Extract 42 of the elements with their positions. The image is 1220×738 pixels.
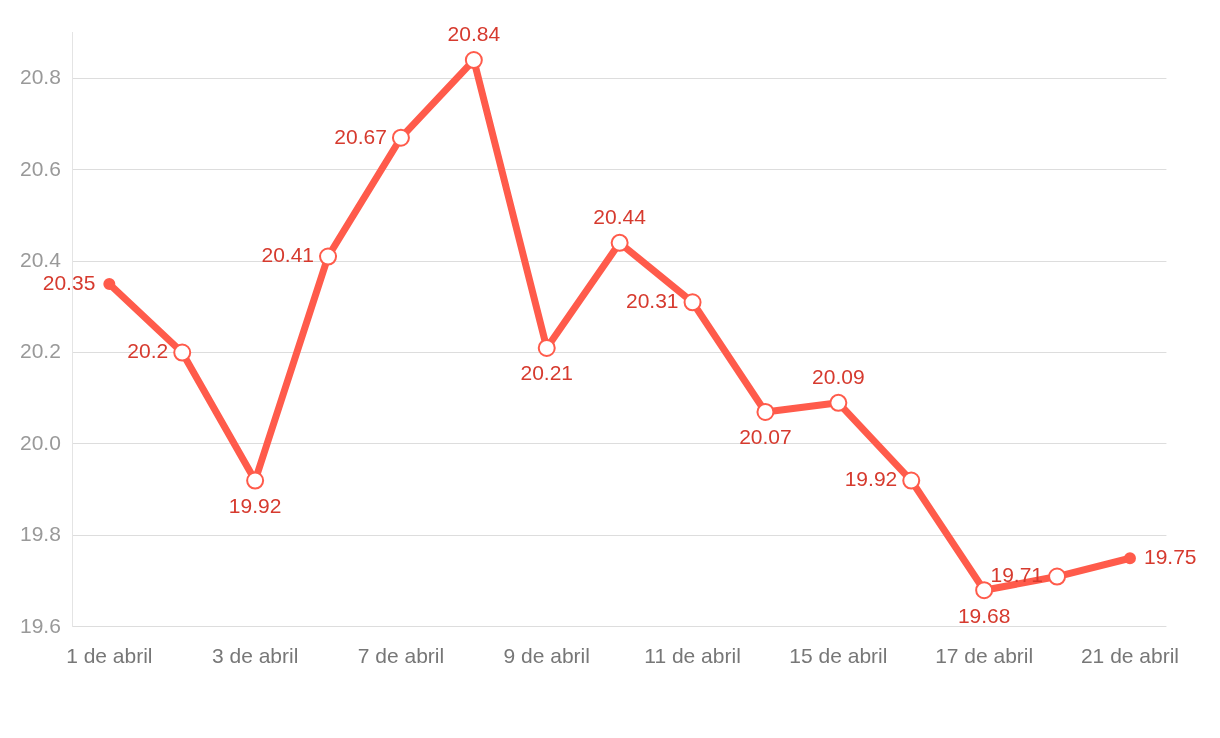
x-tick-label: 3 de abril — [211, 644, 299, 668]
data-label: 20.31 — [625, 289, 679, 313]
y-tick-label: 20.8 — [20, 65, 61, 89]
data-label: 19.92 — [228, 493, 282, 517]
x-tick-label: 17 de abril — [935, 644, 1034, 668]
point — [537, 338, 556, 357]
point — [902, 471, 921, 490]
data-label: 20.67 — [334, 124, 387, 148]
x-tick-label: 21 de abril — [1080, 644, 1179, 668]
y-tick-label: 20.0 — [20, 430, 61, 454]
point — [756, 402, 775, 421]
y-tick-label: 20.6 — [20, 156, 61, 180]
point — [683, 293, 702, 312]
y-tick-label: 20.2 — [20, 339, 61, 363]
point — [1048, 567, 1067, 586]
point — [246, 471, 265, 490]
data-label: 19.92 — [844, 467, 898, 491]
x-tick-label: 15 de abril — [789, 644, 888, 668]
data-label: 20.2 — [127, 339, 169, 363]
x-tick-label: 9 de abril — [503, 644, 590, 668]
x-tick-label: 11 de abril — [644, 644, 741, 668]
point — [173, 343, 192, 362]
data-label: 20.41 — [261, 243, 315, 267]
data-label: 20.44 — [593, 205, 647, 229]
y-tick-label: 19.6 — [20, 613, 61, 637]
point — [464, 51, 483, 70]
data-label: 20.09 — [812, 365, 865, 389]
y-tick-label: 19.8 — [20, 522, 61, 546]
point — [975, 581, 994, 600]
x-tick-label: 7 de abril — [357, 644, 445, 668]
point — [610, 233, 629, 252]
data-label: 19.68 — [957, 603, 1011, 627]
point — [829, 393, 848, 412]
data-label: 20.21 — [520, 361, 574, 385]
data-label: 20.07 — [739, 425, 792, 449]
point — [319, 247, 338, 266]
data-label: 20.84 — [447, 22, 501, 46]
data-label: 20.35 — [42, 270, 96, 294]
x-tick-label: 1 de abril — [66, 644, 153, 668]
y-tick-label: 20.4 — [20, 247, 62, 271]
data-label: 19.75 — [1143, 545, 1197, 569]
point — [391, 128, 410, 147]
